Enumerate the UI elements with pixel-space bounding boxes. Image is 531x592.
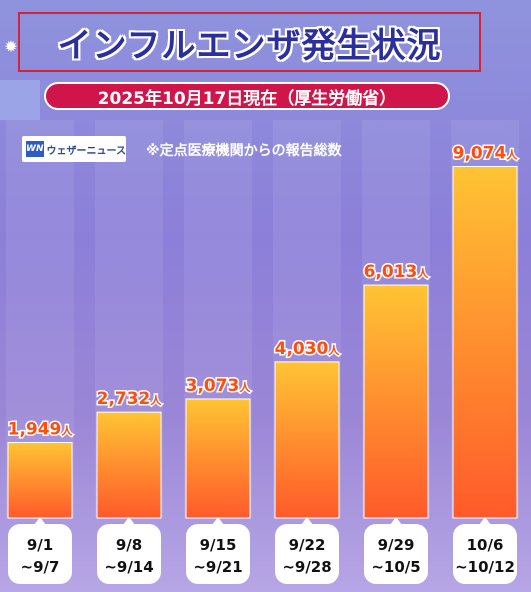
x-tick-label: 9/22 [289, 536, 326, 554]
x-tick-box [97, 524, 161, 584]
x-tick-box [8, 524, 72, 584]
logo-mark: WN [26, 141, 44, 157]
bar [185, 398, 251, 519]
data-label: 6,013人 [364, 262, 430, 282]
data-label: 1,949人 [8, 420, 74, 440]
corner-decoration [0, 80, 40, 120]
logo-text: ウェザーニュース [46, 145, 127, 157]
x-tick-label: 9/1 [27, 536, 53, 554]
x-tick-pointer [479, 517, 491, 525]
x-tick-pointer [301, 517, 313, 525]
x-tick-label: ~10/5 [371, 558, 420, 576]
x-tick-box [364, 524, 428, 584]
bar [96, 411, 162, 519]
x-tick-label: ~9/14 [104, 558, 153, 576]
x-tick-label: ~9/7 [21, 558, 60, 576]
bar [274, 361, 340, 519]
data-label: 9,074人 [453, 144, 519, 164]
data-label: 3,073人 [186, 376, 252, 396]
data-label: 4,030人 [275, 339, 341, 359]
x-tick-pointer [390, 517, 402, 525]
x-tick-box [453, 524, 517, 584]
x-tick-label: ~9/21 [193, 558, 242, 576]
data-label: 2,732人 [97, 389, 163, 409]
x-tick-label: 9/15 [200, 536, 237, 554]
date-pill: 2025年10月17日現在（厚生労働省） [44, 82, 450, 110]
x-tick-label: ~10/12 [455, 558, 515, 576]
weathernews-logo: WN ウェザーニュース [22, 136, 126, 162]
x-tick-label: 9/8 [116, 536, 142, 554]
source-note: ※定点医療機関からの報告総数 [146, 140, 342, 160]
sun-icon: ✹ [4, 37, 18, 56]
chart-title: インフルエンザ発生状況 [57, 25, 442, 66]
bar [363, 284, 429, 519]
x-tick-box [275, 524, 339, 584]
x-tick-label: 9/29 [378, 536, 415, 554]
x-tick-pointer [34, 517, 46, 525]
title-frame: インフルエンザ発生状況 [18, 12, 481, 72]
bar [7, 442, 73, 519]
x-tick-label: 10/6 [467, 536, 504, 554]
x-tick-box [186, 524, 250, 584]
x-tick-label: ~9/28 [282, 558, 331, 576]
x-tick-pointer [212, 517, 224, 525]
bar [452, 166, 518, 519]
x-tick-pointer [123, 517, 135, 525]
